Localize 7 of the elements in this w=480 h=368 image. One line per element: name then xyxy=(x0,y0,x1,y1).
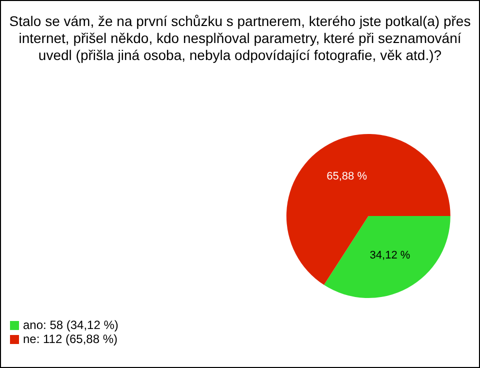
legend-label: ano: 58 (34,12 %) xyxy=(23,318,118,332)
data-label: 65,88 % xyxy=(326,170,368,182)
pie-slice xyxy=(324,216,450,298)
chart-title: Stalo se vám, že na první schůzku s partnerem, kterého jste potkal(a) přes internet, přišel někdo, kdo nesplňoval parametry, které při seznamování uvedl (přišla jiná osoba, nebyla odpovídající fotografie, věk atd.)? xyxy=(8,13,472,64)
data-label: 34,12 % xyxy=(370,250,410,262)
pie-slice xyxy=(286,134,450,285)
legend-label: ne: 112 (65,88 %) xyxy=(23,332,118,346)
